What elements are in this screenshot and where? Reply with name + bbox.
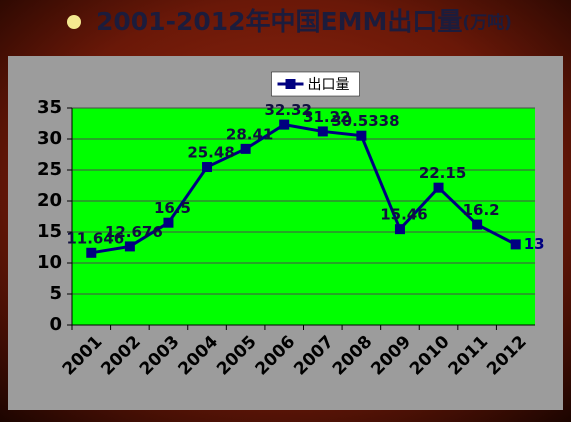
data-label: 30.5338 xyxy=(331,112,399,130)
marker xyxy=(433,182,444,193)
legend-label: 出口量 xyxy=(308,77,350,93)
line xyxy=(91,123,517,255)
y-tick-label: 10 xyxy=(37,252,62,273)
y-tick-label: 30 xyxy=(37,128,62,149)
data-label: 25.48 xyxy=(187,144,234,162)
marker xyxy=(279,119,290,130)
data-label: 32.32 xyxy=(264,101,311,119)
y-tick-label: 25 xyxy=(37,159,62,180)
marker xyxy=(472,219,483,230)
y-tick-label: 15 xyxy=(37,221,62,242)
y-tick-label: 0 xyxy=(49,314,62,335)
bullet xyxy=(67,15,81,29)
data-label: 11.646 xyxy=(66,229,124,247)
title-main: 2001-2012年中国EMM出口量 xyxy=(96,7,462,36)
data-label: 22.15 xyxy=(419,164,466,182)
chart-title: 2001-2012年中国EMM出口量(万吨) xyxy=(96,7,512,36)
y-tick-label: 35 xyxy=(37,97,62,118)
marker xyxy=(394,224,405,235)
title-unit: (万吨) xyxy=(462,12,512,33)
marker xyxy=(317,126,328,137)
legend-box xyxy=(271,71,360,97)
data-label: 16.2 xyxy=(463,201,500,219)
data-label: 12.676 xyxy=(105,223,163,241)
marker xyxy=(240,143,251,154)
marker xyxy=(124,241,135,252)
data-label: 15.46 xyxy=(380,206,427,224)
data-label: 31.22 xyxy=(303,108,350,126)
data-label: 13 xyxy=(524,235,545,253)
marker xyxy=(86,247,97,258)
legend: 出口量 xyxy=(271,71,360,97)
marker xyxy=(356,130,367,141)
legend-marker xyxy=(285,79,296,89)
marker xyxy=(202,162,213,173)
marker xyxy=(510,239,521,250)
y-tick-label: 20 xyxy=(37,190,62,211)
marker xyxy=(163,217,174,228)
y-tick-label: 5 xyxy=(49,283,62,304)
data-label: 28.41 xyxy=(226,125,273,143)
data-label: 16.5 xyxy=(154,199,191,217)
plot-area xyxy=(72,108,535,325)
